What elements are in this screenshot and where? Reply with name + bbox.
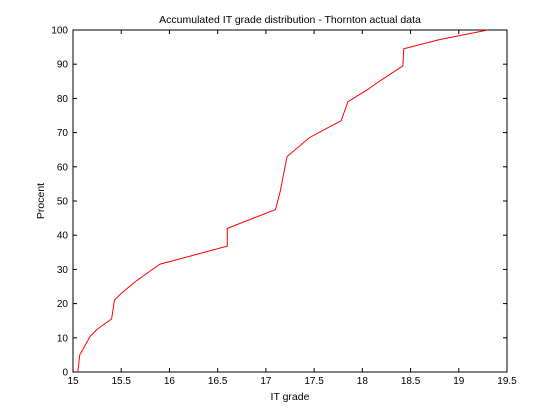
y-tick-label: 90	[57, 60, 69, 71]
x-tick-label: 16.5	[208, 376, 228, 387]
x-tick-label: 15	[67, 376, 79, 387]
plot-area	[72, 29, 508, 373]
y-tick-label: 100	[51, 26, 68, 37]
x-axis-label: IT grade	[271, 391, 310, 403]
y-tick-label: 50	[57, 197, 69, 208]
y-axis-ticks: 0 10 20 30 40 50 60 70 80 90 100	[51, 26, 507, 379]
y-tick-label: 40	[57, 231, 69, 242]
x-axis-ticks: 15 15.5 16 16.5 17 17.5 18 18.5 19 19.5	[67, 30, 517, 387]
y-tick-label: 30	[57, 265, 69, 276]
x-tick-label: 18.5	[401, 376, 421, 387]
series-line	[77, 29, 488, 373]
y-tick-label: 20	[57, 299, 69, 310]
x-tick-label: 17.5	[304, 376, 324, 387]
x-tick-label: 19.5	[497, 376, 517, 387]
y-axis-label: Procent	[35, 183, 47, 219]
axes-box	[72, 29, 508, 373]
y-tick-label: 0	[62, 368, 68, 379]
y-tick-label: 60	[57, 162, 69, 173]
x-tick-label: 19	[453, 376, 465, 387]
y-tick-label: 10	[57, 333, 69, 344]
x-tick-label: 18	[357, 376, 369, 387]
y-tick-label: 70	[57, 128, 69, 139]
x-tick-label: 15.5	[111, 376, 131, 387]
chart-title: Accumulated IT grade distribution - Thor…	[159, 14, 421, 26]
y-tick-label: 80	[57, 94, 69, 105]
x-tick-label: 17	[260, 376, 272, 387]
x-tick-label: 16	[164, 376, 176, 387]
